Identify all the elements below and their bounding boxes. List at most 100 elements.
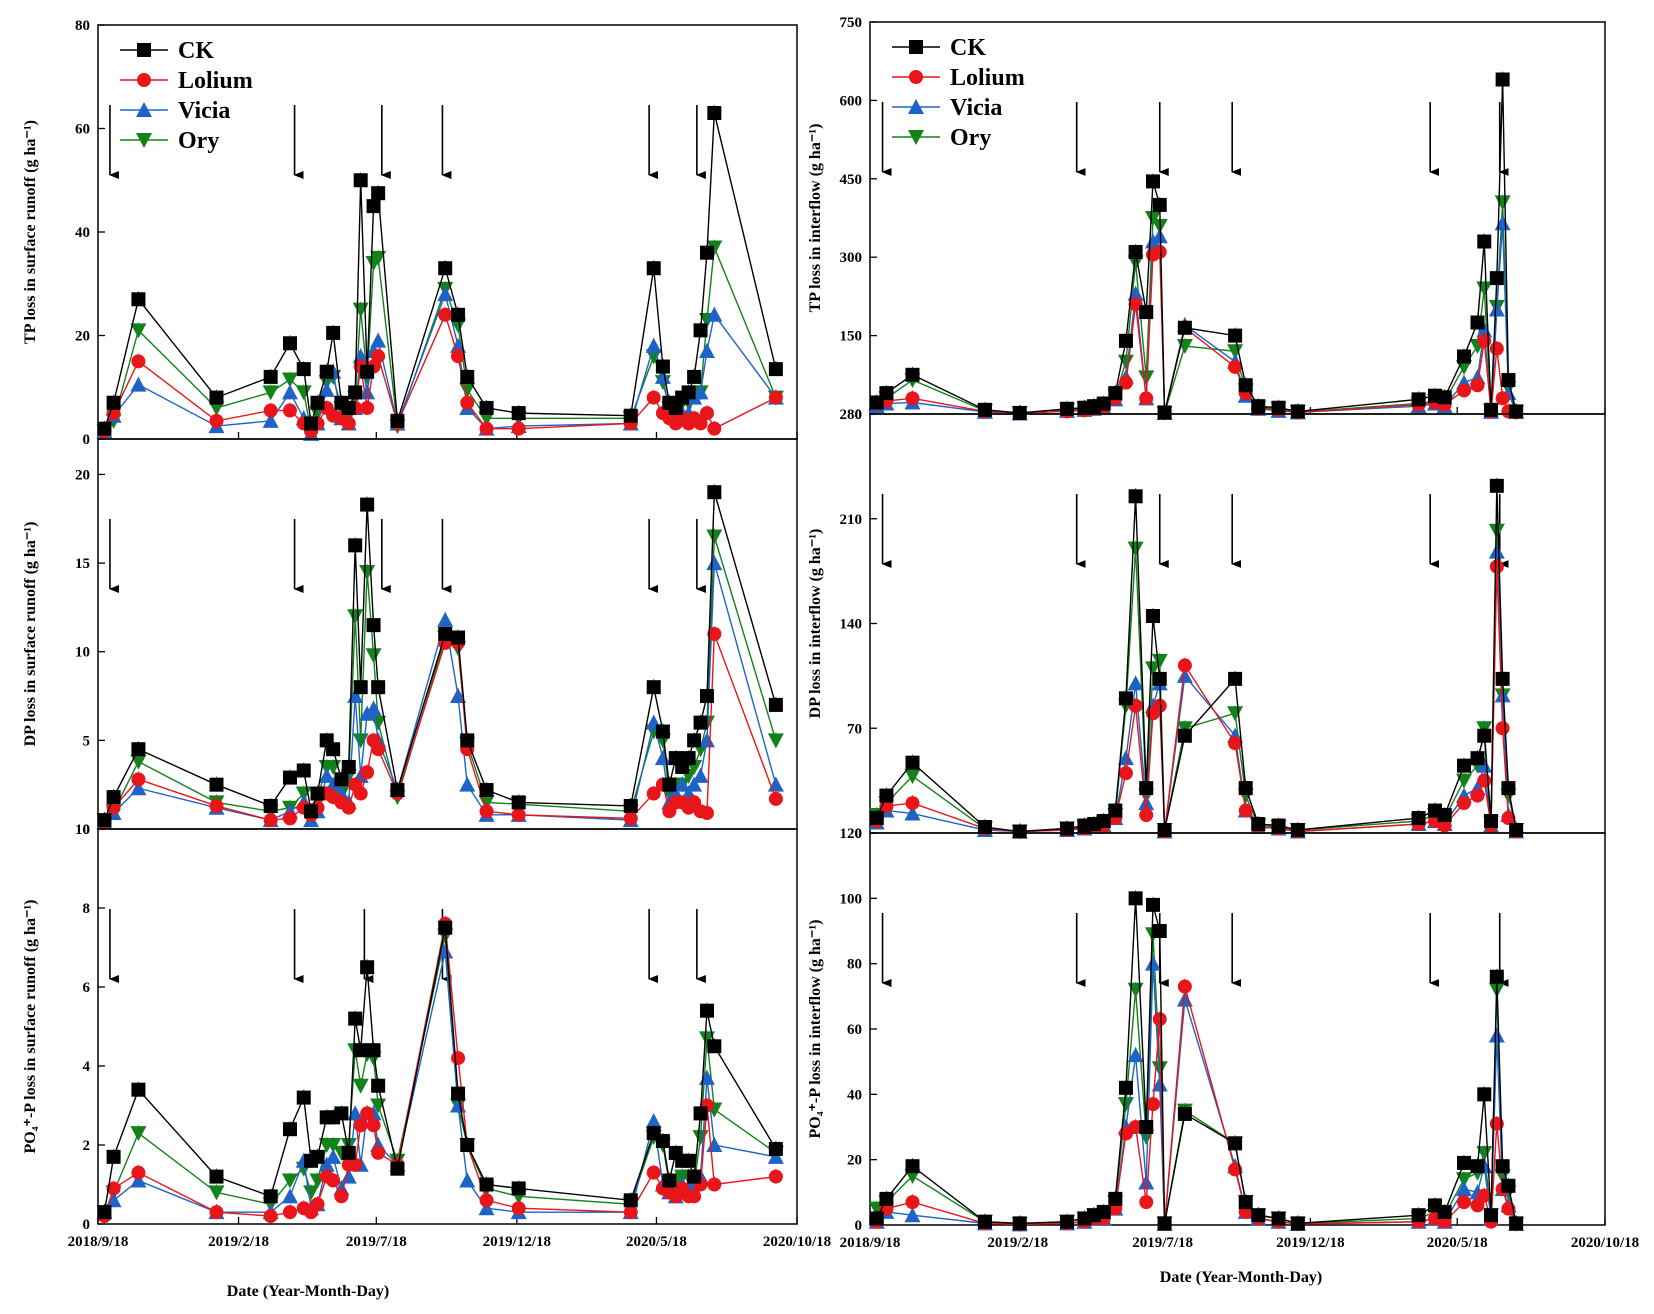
data-point [131, 1082, 146, 1097]
data-point [1271, 818, 1286, 833]
data-point [1470, 751, 1485, 766]
data-point [318, 767, 335, 783]
data-point [208, 400, 225, 416]
series-ory [868, 522, 1525, 840]
y-tick-label: 100 [840, 891, 863, 907]
y-tick-label: 210 [840, 512, 863, 528]
data-point [1176, 667, 1193, 683]
data-point [478, 411, 495, 427]
data-point [707, 485, 722, 500]
data-point [479, 400, 494, 415]
data-point [359, 564, 376, 580]
data-point [1127, 285, 1144, 301]
data-point [1489, 271, 1504, 286]
data-point [341, 759, 356, 774]
chart-dp-surface: 0 5 10 15 20 DP loss in surface runoff (g ha⁻… [22, 438, 798, 838]
y-tick-label: 70 [847, 721, 862, 737]
data-point [348, 1011, 363, 1026]
data-point [645, 337, 662, 353]
data-point [1495, 671, 1510, 686]
data-point [451, 307, 466, 322]
series-lolium [97, 306, 783, 439]
data-point [1096, 814, 1111, 829]
y-tick-label: 2 [83, 1138, 91, 1154]
data-point [1177, 979, 1192, 994]
y-tick-label: 280 [840, 407, 863, 423]
data-point [879, 386, 894, 401]
data-point [706, 529, 723, 545]
data-point [1477, 1188, 1492, 1203]
data-point [1509, 404, 1524, 419]
data-point [1060, 1214, 1075, 1229]
data-point [699, 406, 714, 421]
y-tick-label: 80 [847, 957, 862, 973]
data-point [437, 286, 454, 302]
legend: CK Lolium Vicia Ory [892, 35, 1025, 151]
plot-frame [97, 828, 798, 1225]
x-tick-label: 2019/2/18 [987, 1235, 1048, 1251]
data-point [1509, 1216, 1524, 1231]
data-point [905, 391, 920, 406]
data-point [646, 786, 661, 801]
series-vicia [868, 955, 1525, 1232]
y-tick-label: 150 [840, 329, 863, 345]
data-point [1060, 821, 1075, 836]
data-point [1484, 1208, 1499, 1223]
y-axis-title: PO₄⁺-P loss in surface runoff (g ha⁻¹) [22, 899, 39, 1153]
data-point [1012, 1216, 1027, 1231]
data-point [437, 611, 454, 627]
data-point [1157, 405, 1172, 420]
series-line [876, 986, 1517, 1226]
data-point [645, 1113, 662, 1129]
data-point [310, 1149, 325, 1164]
data-point [706, 240, 723, 256]
data-point [370, 250, 387, 266]
data-point [479, 1177, 494, 1192]
data-point [450, 1097, 467, 1113]
data-point [209, 390, 224, 405]
data-point [366, 1118, 381, 1133]
data-point [209, 1169, 224, 1184]
series-vicia [868, 543, 1525, 839]
data-point [1470, 1198, 1485, 1213]
data-point [1127, 675, 1144, 691]
data-point [450, 688, 467, 704]
data-point [360, 765, 375, 780]
y-tick-label: 10 [75, 645, 90, 661]
data-point [450, 337, 467, 353]
data-point [1470, 315, 1485, 330]
y-tick-label: 0 [83, 822, 91, 838]
data-point [282, 770, 297, 785]
data-point [692, 767, 709, 783]
data-point [459, 776, 476, 792]
series-lolium [97, 915, 783, 1224]
y-tick-label: 120 [840, 826, 863, 842]
data-point [1470, 1159, 1485, 1174]
data-point [479, 421, 494, 436]
data-point [768, 791, 783, 806]
y-tick-label: 6 [83, 980, 91, 996]
y-tick-label: 750 [840, 15, 863, 31]
data-point [1152, 197, 1167, 212]
data-point [511, 421, 526, 436]
data-point [1152, 671, 1167, 686]
data-point [511, 807, 526, 822]
data-point [296, 1090, 311, 1105]
data-point [879, 1191, 894, 1206]
data-point [348, 385, 363, 400]
data-point [768, 362, 783, 377]
data-point [451, 349, 466, 364]
legend-marker [909, 40, 923, 54]
chart-po4-interflow: 0 20 40 60 80 100 120 2018/9/18 2019/2/18 2019/7/… [807, 826, 1639, 1251]
data-point [1290, 404, 1305, 419]
y-tick-label: 60 [75, 122, 90, 138]
data-point [655, 359, 670, 374]
data-point [459, 1172, 476, 1188]
data-point [1489, 969, 1504, 984]
data-point [693, 715, 708, 730]
data-point [869, 811, 884, 826]
data-point [263, 1209, 278, 1224]
data-point [366, 618, 381, 633]
data-point [371, 742, 386, 757]
data-point [451, 1051, 466, 1066]
